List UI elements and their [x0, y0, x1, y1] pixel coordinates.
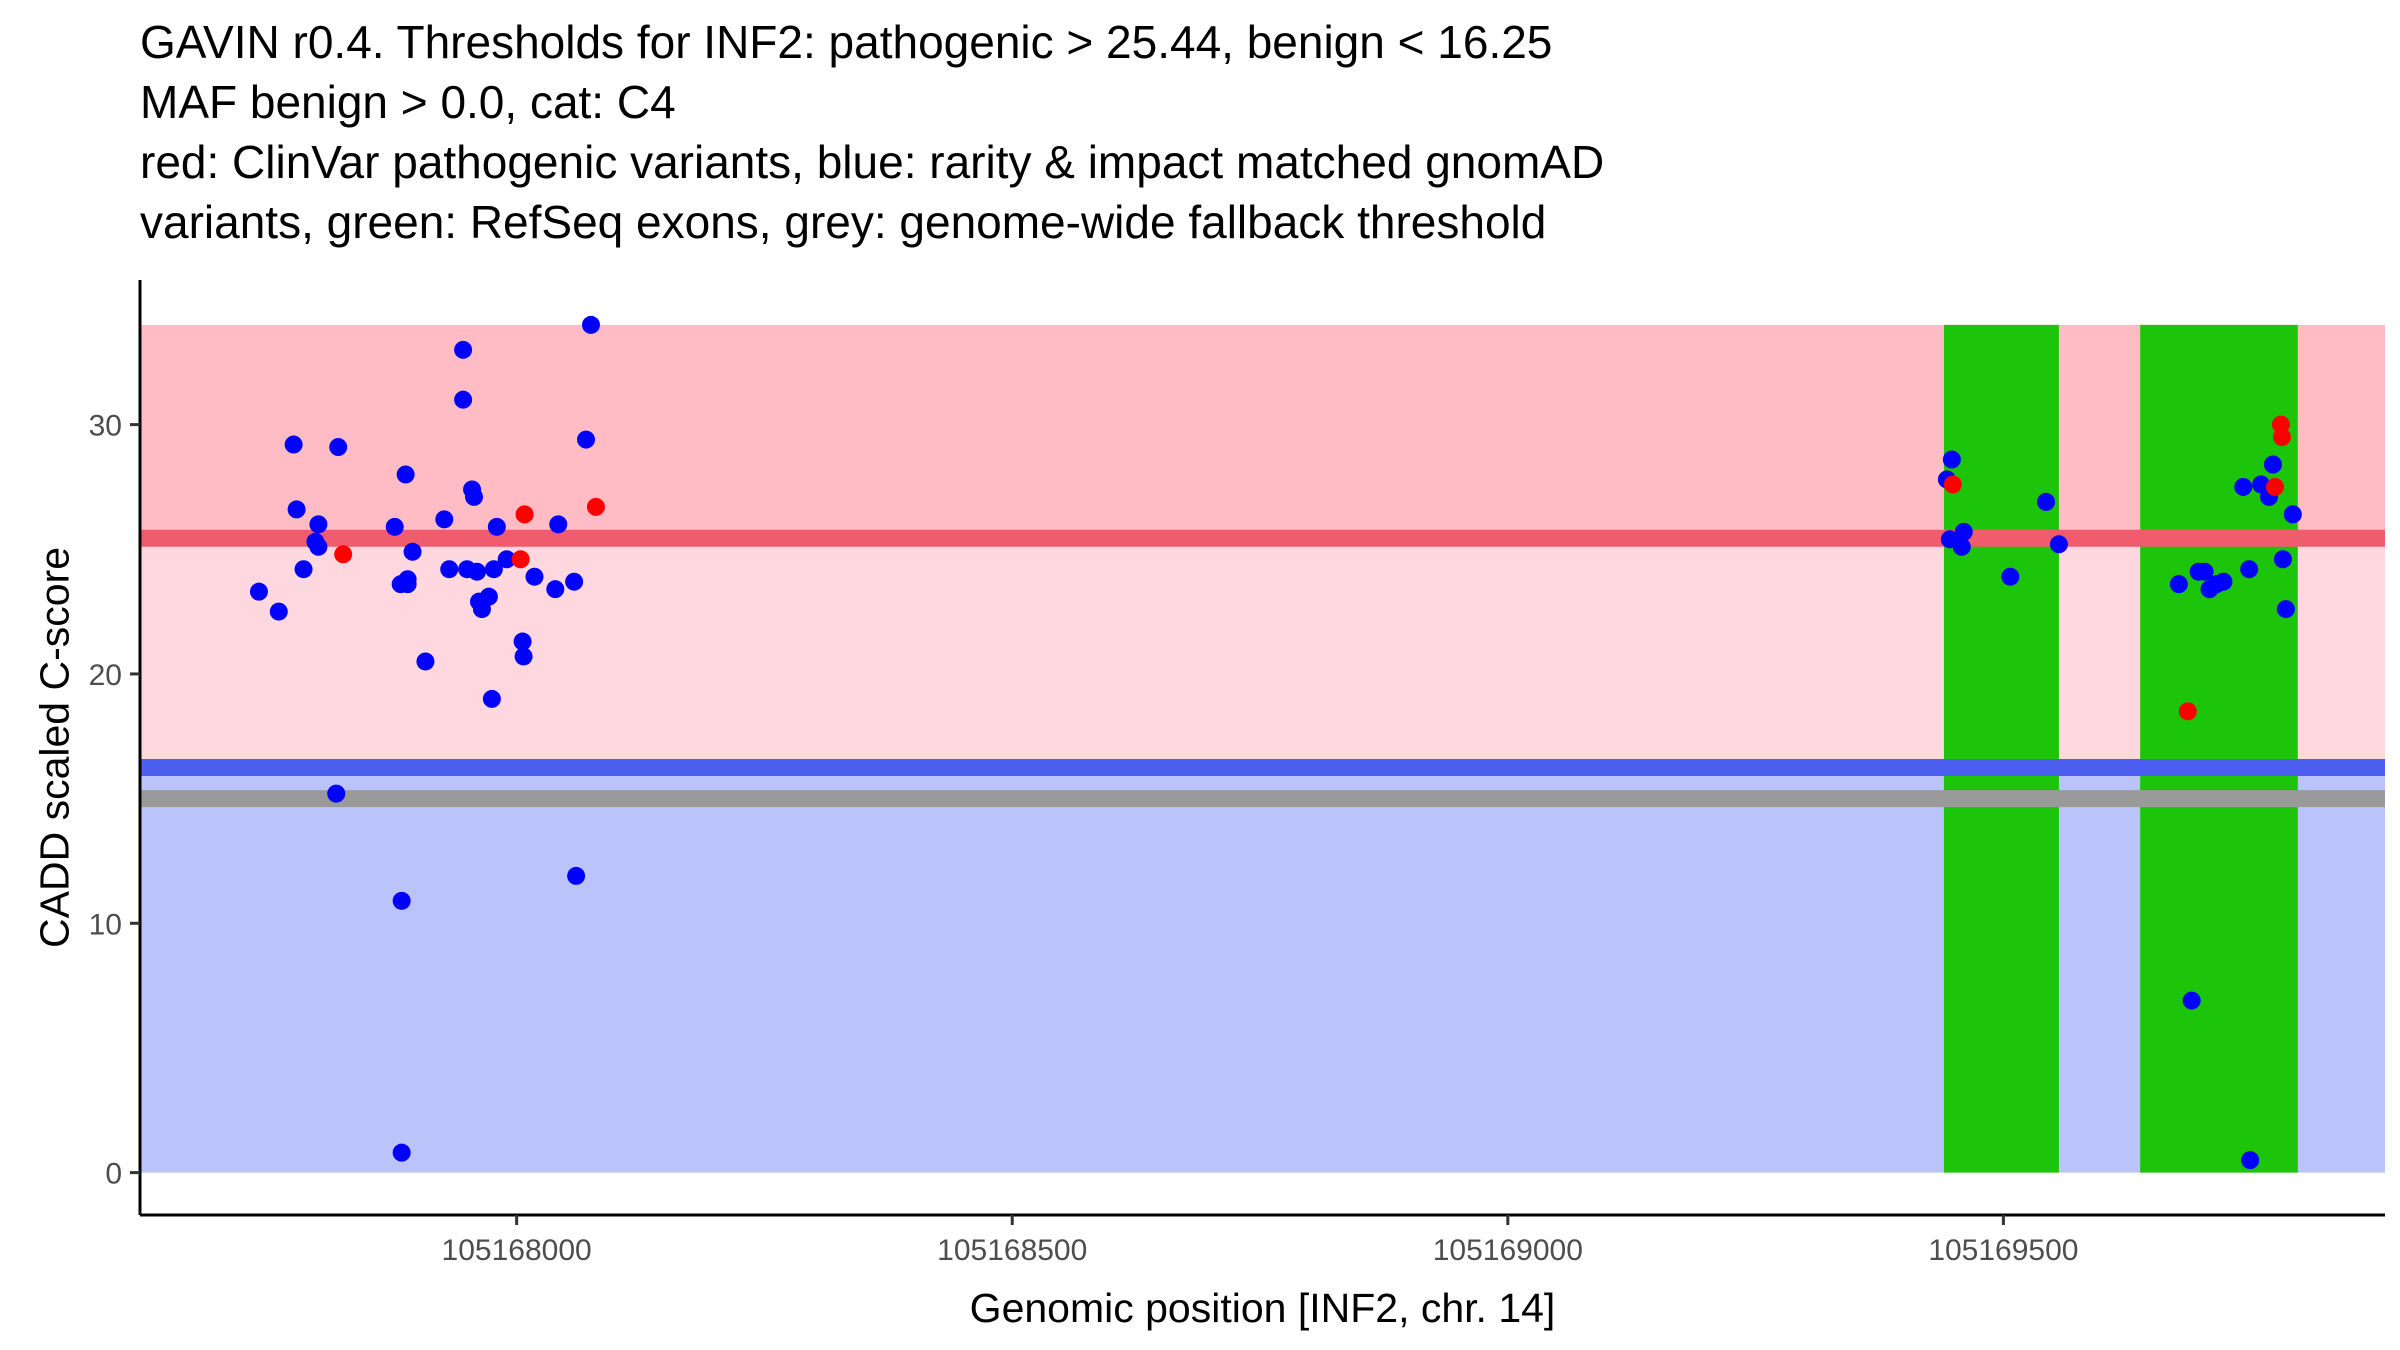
gnomad-variant-point [514, 647, 533, 666]
clinvar-pathogenic-point [2272, 428, 2291, 447]
clinvar-pathogenic-point [334, 545, 353, 564]
gnomad-variant-point [2263, 455, 2282, 474]
gnomad-variant-point [392, 891, 411, 910]
exon-band-1 [1943, 324, 2059, 1173]
gnomad-variant-point [2169, 575, 2188, 594]
threshold-lines [140, 529, 2385, 808]
gnomad-variant-point [2283, 505, 2302, 524]
gnomad-variant-point [1954, 522, 1973, 541]
gnomad-variant-point [1952, 537, 1971, 556]
gnomad-variant-point [249, 582, 268, 601]
gnomad-variant-point [2037, 492, 2056, 511]
gnomad-variant-point [2049, 535, 2068, 554]
gnomad-variant-point [309, 515, 328, 534]
gnomad-variant-point [454, 390, 473, 409]
gnomad-variant-point [513, 632, 532, 651]
gnomad-variant-point [484, 560, 503, 579]
y-tick-label: 0 [105, 1158, 122, 1191]
gnomad-variant-point [2273, 550, 2292, 569]
exon-band-2 [2140, 324, 2298, 1173]
gnomad-variant-point [525, 567, 544, 586]
gnomad-variant-point [497, 550, 516, 569]
gnomad-variant-point [482, 689, 501, 708]
gnomad-variant-point [385, 517, 404, 536]
clinvar-pathogenic-point [511, 550, 530, 569]
x-tick-label: 105169500 [1928, 1234, 2078, 1267]
title-line-2: MAF benign > 0.0, cat: C4 [140, 76, 676, 128]
gnomad-variant-point [284, 435, 303, 454]
gnomad-variant-point [2182, 991, 2201, 1010]
gnomad-variant-point [2241, 1151, 2260, 1170]
gnomad-variant-point [581, 315, 600, 334]
x-axis-title: Genomic position [INF2, chr. 14] [970, 1285, 1556, 1331]
title-line-1: GAVIN r0.4. Thresholds for INF2: pathoge… [140, 16, 1553, 68]
gnomad-variant-point [467, 562, 486, 581]
gnomad-variant-point [2234, 477, 2253, 496]
gnomad-variant-point [392, 1143, 411, 1162]
clinvar-pathogenic-point [586, 497, 605, 516]
gnomad-variant-point [567, 866, 586, 885]
gnomad-variant-point [549, 515, 568, 534]
title-line-4: variants, green: RefSeq exons, grey: gen… [140, 196, 1547, 248]
gnomad-variant-point [454, 340, 473, 359]
gnomad-variant-point [416, 652, 435, 671]
gnomad-variant-point [329, 438, 348, 457]
gnomad-variant-point [2240, 560, 2259, 579]
clinvar-pathogenic-point [515, 505, 534, 524]
gnomad-variant-point [294, 560, 313, 579]
title-line-3: red: ClinVar pathogenic variants, blue: … [140, 136, 1605, 188]
gnomad-variant-point [327, 784, 346, 803]
gnomad-variant-point [269, 602, 288, 621]
gnomad-variant-point [2276, 600, 2295, 619]
gnomad-variant-point [565, 572, 584, 591]
x-tick-label: 105169000 [1433, 1234, 1583, 1267]
gnomad-variant-point [2001, 567, 2020, 586]
gnomad-variant-point [546, 580, 565, 599]
gnomad-variant-point [577, 430, 596, 449]
axes: 0 10 20 30 105168000 105168500 105169000 105169… [89, 280, 2385, 1267]
gnomad-variant-point [396, 465, 415, 484]
gnomad-variant-point [487, 517, 506, 536]
gnomad-variant-point [398, 575, 417, 594]
gnomad-variant-point [479, 587, 498, 606]
clinvar-pathogenic-point [1943, 475, 1962, 494]
clinvar-pathogenic-point [2178, 702, 2197, 721]
y-axis-title: CADD scaled C-score [31, 547, 77, 948]
gnomad-variant-point [2195, 562, 2214, 581]
y-tick-label: 20 [89, 659, 122, 692]
clinvar-pathogenic-point [2265, 477, 2284, 496]
data-points [249, 315, 2302, 1170]
gnomad-variant-point [309, 537, 328, 556]
x-tick-label: 105168500 [937, 1234, 1087, 1267]
chart-title: GAVIN r0.4. Thresholds for INF2: pathoge… [140, 12, 2380, 252]
gnomad-variant-point [1942, 450, 1961, 469]
gnomad-variant-point [403, 542, 422, 561]
y-tick-label: 10 [89, 908, 122, 941]
x-tick-label: 105168000 [442, 1234, 592, 1267]
gnomad-variant-point [287, 500, 306, 519]
gnomad-variant-point [465, 487, 484, 506]
y-tick-label: 30 [89, 410, 122, 443]
gnomad-variant-point [435, 510, 454, 529]
gnomad-variant-point [440, 560, 459, 579]
gnomad-variant-point [2214, 572, 2233, 591]
